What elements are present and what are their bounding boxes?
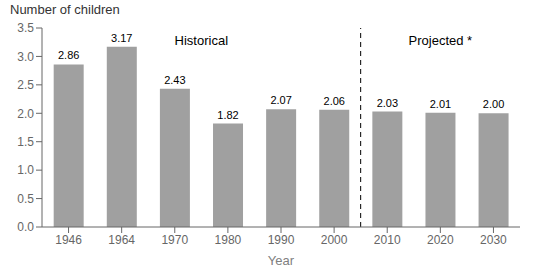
html-text:Number of children: Number of children (10, 2, 120, 17)
svg-text:1964: 1964 (108, 233, 135, 247)
svg-text:1.82: 1.82 (217, 109, 238, 121)
svg-text:2.06: 2.06 (324, 95, 345, 107)
svg-text:2.00: 2.00 (483, 98, 504, 110)
svg-text:2.86: 2.86 (58, 49, 79, 61)
svg-text:2.43: 2.43 (164, 74, 185, 86)
svg-text:1980: 1980 (215, 233, 242, 247)
svg-text:1.0: 1.0 (17, 163, 34, 177)
svg-text:2010: 2010 (374, 233, 401, 247)
svg-text:1990: 1990 (268, 233, 295, 247)
svg-text:2.01: 2.01 (430, 98, 451, 110)
svg-text:2.03: 2.03 (377, 97, 398, 109)
svg-text:2.07: 2.07 (270, 94, 291, 106)
svg-text:1.5: 1.5 (17, 135, 34, 149)
svg-text:3.17: 3.17 (111, 32, 132, 44)
svg-text:2000: 2000 (321, 233, 348, 247)
svg-text:1946: 1946 (55, 233, 82, 247)
svg-text:1970: 1970 (161, 233, 188, 247)
svg-text:3.5: 3.5 (17, 21, 34, 35)
svg-text:Year: Year (268, 253, 295, 267)
svg-text:0.0: 0.0 (17, 220, 34, 234)
svg-text:2020: 2020 (427, 233, 454, 247)
svg-text:2.5: 2.5 (17, 78, 34, 92)
svg-text:Historical: Historical (175, 33, 229, 48)
svg-text:2030: 2030 (480, 233, 507, 247)
svg-text:2.0: 2.0 (17, 107, 34, 121)
svg-text:0.5: 0.5 (17, 192, 34, 206)
svg-text:3.0: 3.0 (17, 50, 34, 64)
svg-text:Projected *: Projected * (409, 33, 473, 48)
